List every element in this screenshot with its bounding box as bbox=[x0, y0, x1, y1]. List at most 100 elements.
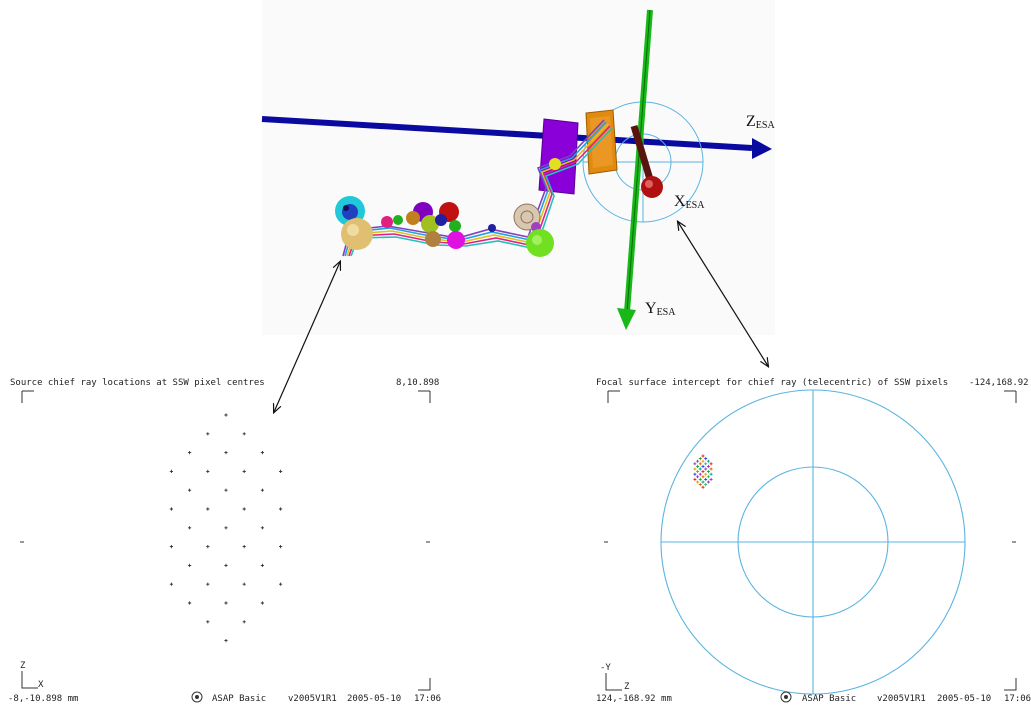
pixel-marker bbox=[242, 545, 246, 549]
focal-intercept-marker bbox=[704, 457, 708, 461]
pixel-marker-grid bbox=[169, 413, 283, 643]
focal-intercept-marker bbox=[693, 477, 697, 481]
pixel-marker bbox=[260, 526, 264, 530]
focal-surface-circles bbox=[660, 389, 966, 695]
left-panel-corner-bottom-left: -8,-10.898 mm bbox=[8, 694, 78, 704]
right-time: 17:06 bbox=[1004, 694, 1031, 704]
pixel-marker bbox=[260, 563, 264, 567]
x-axis-label: XESA bbox=[674, 193, 705, 211]
pixel-marker bbox=[224, 526, 228, 530]
focal-intercept-marker bbox=[704, 467, 708, 471]
pixel-marker bbox=[279, 507, 283, 511]
right-axis-h-label: Z bbox=[624, 682, 630, 692]
focal-intercept-marker bbox=[696, 470, 700, 474]
right-panel-title: Focal surface intercept for chief ray (t… bbox=[596, 378, 948, 388]
pixel-marker bbox=[260, 451, 264, 455]
right-panel-corner-top-right: -124,168.92 bbox=[969, 378, 1029, 388]
pixel-marker bbox=[224, 451, 228, 455]
left-software-name: ASAP Basic bbox=[212, 694, 266, 704]
focal-intercept-marker bbox=[701, 470, 705, 474]
focal-intercept-marker bbox=[701, 485, 705, 489]
left-corner-mark-tr bbox=[418, 390, 431, 403]
asap-logo-icon bbox=[191, 691, 203, 703]
left-link-arrow bbox=[274, 262, 340, 412]
pixel-marker bbox=[188, 488, 192, 492]
focal-intercept-marker bbox=[693, 467, 697, 471]
pixel-marker bbox=[224, 413, 228, 417]
left-panel-title: Source chief ray locations at SSW pixel … bbox=[10, 378, 265, 388]
right-axis-indicator: -Y Z bbox=[600, 663, 630, 692]
left-axis-indicator: Z X bbox=[20, 661, 44, 690]
pixel-marker bbox=[206, 469, 210, 473]
left-date: 2005-05-10 bbox=[347, 694, 401, 704]
left-plot-panel: Source chief ray locations at SSW pixel … bbox=[8, 378, 441, 704]
left-corner-mark-br bbox=[418, 678, 431, 691]
pixel-marker bbox=[206, 507, 210, 511]
focal-intercept-marker bbox=[706, 480, 710, 484]
focal-intercept-marker bbox=[706, 475, 710, 479]
focal-intercept-marker bbox=[704, 472, 708, 476]
right-link-arrow bbox=[678, 222, 768, 366]
focal-intercept-cluster bbox=[693, 454, 713, 489]
pixel-marker bbox=[224, 601, 228, 605]
focal-intercept-marker bbox=[698, 467, 702, 471]
pixel-marker bbox=[279, 545, 283, 549]
focal-intercept-marker bbox=[696, 464, 700, 468]
pixel-marker bbox=[169, 545, 173, 549]
pixel-marker bbox=[242, 432, 246, 436]
right-plot-panel: Focal surface intercept for chief ray (t… bbox=[596, 378, 1031, 704]
z-axis-label: ZESA bbox=[746, 113, 775, 131]
focal-intercept-marker bbox=[693, 462, 697, 466]
pixel-marker bbox=[206, 620, 210, 624]
pixel-marker bbox=[188, 563, 192, 567]
right-axis-v-label: -Y bbox=[600, 663, 611, 673]
focal-intercept-marker bbox=[701, 464, 705, 468]
focal-intercept-marker bbox=[709, 472, 713, 476]
pixel-marker bbox=[260, 488, 264, 492]
pixel-marker bbox=[279, 582, 283, 586]
right-panel-corner-bottom-left: 124,-168.92 mm bbox=[596, 694, 672, 704]
y-axis-arrow bbox=[617, 9, 653, 330]
pixel-marker bbox=[169, 469, 173, 473]
focal-intercept-marker bbox=[698, 472, 702, 476]
pixel-marker bbox=[188, 451, 192, 455]
optical-3d-layout: ZESA XESA YESA bbox=[261, 0, 775, 335]
asap-logo-icon bbox=[780, 691, 792, 703]
optical-elements bbox=[335, 158, 561, 257]
right-corner-mark-tl bbox=[607, 390, 620, 403]
pixel-marker bbox=[206, 545, 210, 549]
right-date: 2005-05-10 bbox=[937, 694, 991, 704]
right-version: v2005V1R1 bbox=[877, 694, 926, 704]
pixel-marker bbox=[206, 582, 210, 586]
focal-intercept-marker bbox=[706, 464, 710, 468]
right-corner-mark-br bbox=[1004, 678, 1017, 691]
pixel-marker bbox=[169, 507, 173, 511]
pixel-marker bbox=[242, 469, 246, 473]
focal-intercept-marker bbox=[701, 459, 705, 463]
focal-intercept-marker bbox=[704, 462, 708, 466]
pixel-marker bbox=[260, 601, 264, 605]
detector-arm bbox=[630, 124, 663, 198]
focal-intercept-marker bbox=[701, 480, 705, 484]
focal-intercept-marker bbox=[698, 457, 702, 461]
pixel-marker bbox=[242, 620, 246, 624]
focal-intercept-marker bbox=[704, 477, 708, 481]
focal-intercept-marker bbox=[693, 472, 697, 476]
right-corner-mark-tr bbox=[1004, 390, 1017, 403]
pixel-marker bbox=[279, 469, 283, 473]
pixel-marker bbox=[242, 582, 246, 586]
pixel-marker bbox=[224, 563, 228, 567]
z-axis-arrow bbox=[261, 116, 772, 159]
pixel-marker bbox=[169, 582, 173, 586]
focal-intercept-marker bbox=[696, 480, 700, 484]
focal-intercept-marker bbox=[706, 470, 710, 474]
focal-intercept-marker bbox=[696, 459, 700, 463]
right-software-name: ASAP Basic bbox=[802, 694, 856, 704]
left-axis-v-label: Z bbox=[20, 661, 26, 671]
focal-intercept-marker bbox=[709, 467, 713, 471]
focal-intercept-marker bbox=[698, 462, 702, 466]
pixel-marker bbox=[242, 507, 246, 511]
focal-intercept-marker bbox=[704, 483, 708, 487]
